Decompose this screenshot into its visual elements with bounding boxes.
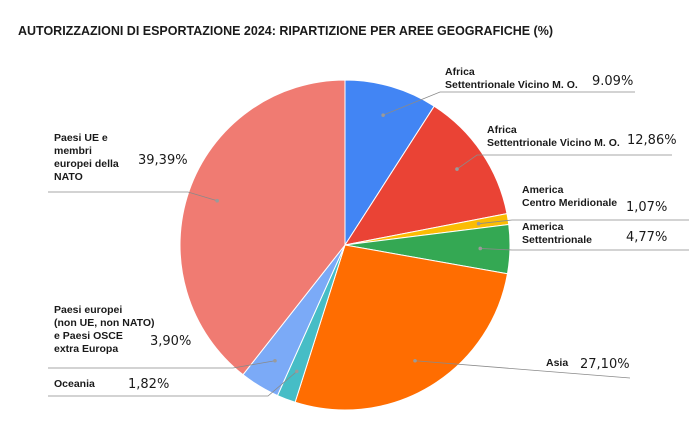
slice-value-label: 4,77% [626, 230, 667, 245]
leader-line [48, 360, 276, 369]
leader-dot [273, 358, 277, 363]
leader-line [48, 191, 218, 202]
slice-value-label: 9.09% [592, 74, 633, 89]
slice-labels: Africa Settentrionale Vicino M. O. 9.09% Af… [48, 66, 689, 397]
slice-category-label: Paesi europei (non UE, non NATO) e Paesi O… [54, 304, 155, 355]
pie-slice [179, 79, 346, 376]
leader-line [48, 371, 298, 397]
leader-line [382, 91, 635, 116]
chart-title: AUTORIZZAZIONI DI ESPORTAZIONE 2024: RIP… [18, 24, 553, 38]
leader-dot [215, 198, 219, 203]
slice-value-label: 12,86% [627, 133, 677, 148]
pie-slice [343, 105, 508, 246]
slice-value-label: 1,07% [626, 200, 667, 215]
slice-category-label: Asia [546, 357, 568, 369]
leader-line [480, 248, 689, 251]
slice-category-label: America Centro Meridionale [522, 184, 617, 209]
slice-value-label: 27,10% [580, 357, 630, 372]
leader-line [478, 219, 689, 225]
leader-dot [478, 246, 483, 251]
pie-slice [344, 79, 435, 247]
leader-dot [476, 221, 481, 226]
pie-slice [294, 244, 509, 411]
slice-value-label: 3,90% [150, 334, 191, 349]
leader-dot [381, 113, 385, 117]
slice-category-label: Paesi UE e membri europei della NATO [54, 132, 119, 183]
leader-line [415, 360, 631, 379]
slice-value-label: 39,39% [138, 153, 188, 168]
leader-dot [413, 358, 417, 363]
leader-dot [294, 369, 299, 374]
slice-category-label: Africa Settentrionale Vicino M. O. [445, 66, 578, 91]
slice-category-label: Oceania [54, 378, 95, 390]
pie-slices [179, 79, 511, 411]
slice-category-label: America Settentrionale [522, 221, 592, 246]
leader-line [456, 154, 672, 170]
leader-dot [455, 167, 459, 171]
slice-category-label: Africa Settentrionale Vicino M. O. [487, 124, 620, 149]
slice-value-label: 1,82% [128, 377, 169, 392]
